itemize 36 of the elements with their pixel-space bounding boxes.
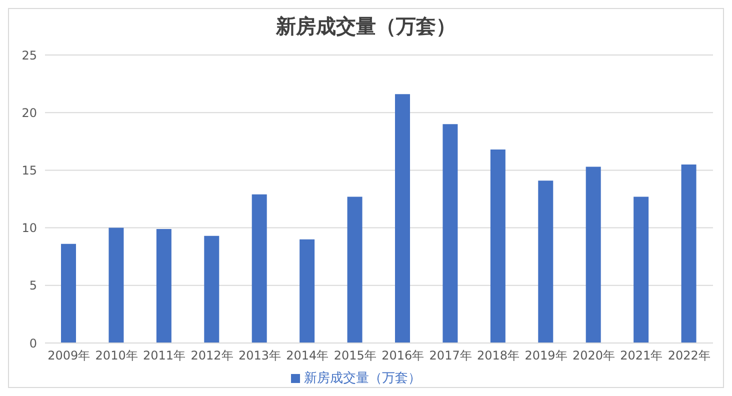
x-tick-label: 2016年 [382, 348, 424, 363]
legend-label: 新房成交量（万套） [304, 371, 421, 386]
x-tick-label: 2015年 [334, 348, 376, 363]
bar [61, 244, 76, 343]
bar [538, 180, 554, 343]
x-tick-label: 2020年 [572, 348, 615, 363]
bar [681, 164, 696, 343]
bar [204, 236, 220, 343]
x-tick-label: 2012年 [190, 348, 234, 363]
x-tick-label: 2013年 [238, 348, 281, 363]
bar [586, 166, 601, 343]
bar [490, 149, 506, 343]
x-tick-label: 2019年 [524, 348, 568, 363]
bar [108, 228, 124, 343]
x-tick-label: 2014年 [286, 348, 329, 363]
bar [442, 124, 458, 343]
x-tick-label: 2009年 [48, 348, 90, 363]
chart-title: 新房成交量（万套） [274, 13, 457, 40]
x-tick-label: 2018年 [477, 348, 520, 363]
bar [300, 239, 315, 343]
y-tick-label: 10 [22, 221, 37, 236]
bar [634, 196, 649, 343]
y-tick-label: 20 [22, 106, 37, 120]
x-tick-label: 2022年 [668, 348, 710, 363]
x-tick-label: 2017年 [429, 348, 472, 363]
bar [156, 228, 172, 343]
y-tick-label: 0 [29, 336, 37, 350]
x-tick-label: 2010年 [95, 348, 138, 363]
y-tick-label: 25 [22, 48, 37, 62]
y-tick-label: 15 [22, 163, 37, 178]
y-tick-label: 5 [29, 278, 37, 293]
x-tick-label: 2021年 [620, 348, 663, 363]
x-tick-label: 2011年 [143, 348, 186, 363]
bar [252, 194, 267, 343]
bar [347, 196, 362, 343]
bar [395, 94, 410, 343]
